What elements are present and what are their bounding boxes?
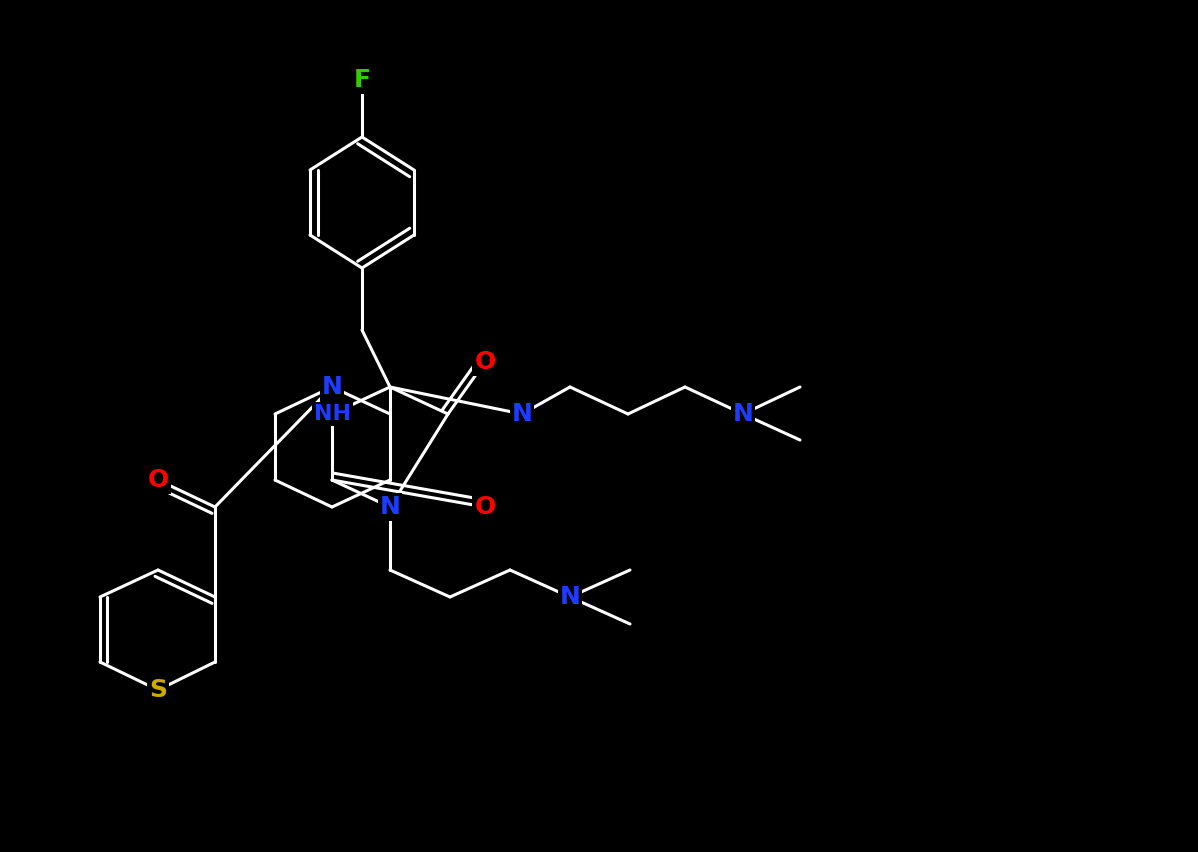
Text: N: N	[732, 402, 754, 426]
Text: F: F	[353, 68, 370, 92]
Text: N: N	[512, 402, 532, 426]
Text: NH: NH	[314, 404, 351, 424]
Text: N: N	[559, 585, 581, 609]
Text: N: N	[321, 375, 343, 399]
Text: S: S	[149, 678, 167, 702]
Text: O: O	[474, 495, 496, 519]
Text: O: O	[474, 350, 496, 374]
Text: O: O	[147, 468, 169, 492]
Text: N: N	[380, 495, 400, 519]
